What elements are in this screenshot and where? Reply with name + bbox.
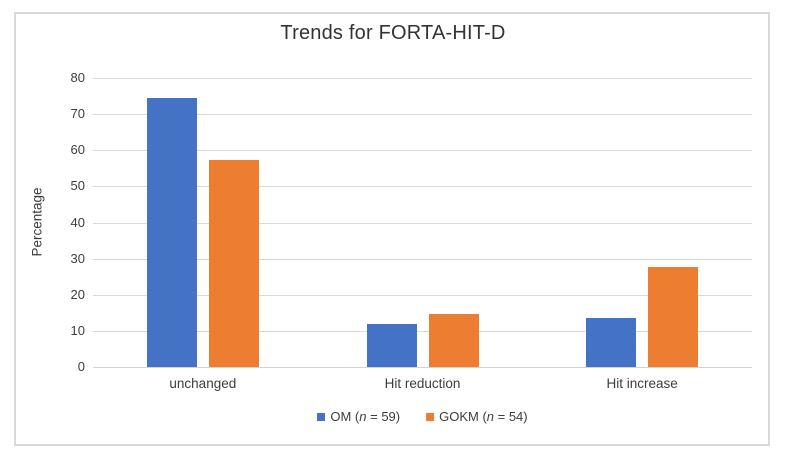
gridline (93, 294, 752, 296)
chart-frame (14, 12, 770, 446)
category-label: Hit increase (606, 376, 678, 391)
y-tick-label: 80 (70, 70, 85, 85)
gridline (93, 150, 752, 152)
legend-item-gokm: GOKM (n = 54) (426, 409, 528, 424)
bar-om-2 (366, 324, 417, 367)
legend: OM (n = 59) GOKM (n = 54) (93, 409, 752, 424)
y-tick-label: 60 (70, 142, 85, 158)
y-tick-label: 10 (70, 322, 85, 338)
gridline (93, 222, 752, 224)
gridline (93, 78, 752, 79)
bar-om-3 (586, 317, 637, 367)
gridline (93, 186, 752, 188)
y-tick-label: 70 (70, 106, 85, 122)
legend-swatch-gokm (426, 412, 435, 421)
bar-gokm-1 (208, 159, 259, 367)
y-tick-label: 20 (70, 286, 85, 302)
category-label: Hit reduction (384, 376, 461, 391)
gridline (93, 258, 752, 260)
bar-gokm-3 (648, 266, 699, 367)
category-label: unchanged (169, 376, 237, 391)
gridline (93, 114, 752, 116)
y-tick-label: 50 (70, 178, 85, 194)
legend-label: OM (n = 59) (330, 409, 401, 424)
legend-label: GOKM (n = 54) (439, 409, 528, 424)
legend-swatch-om (317, 412, 326, 421)
y-tick-label: 30 (70, 250, 85, 266)
legend-item-om: OM (n = 59) (317, 409, 400, 424)
gridline (93, 330, 752, 332)
y-tick-label: 40 (70, 214, 85, 230)
y-tick-label: 0 (77, 359, 85, 374)
bar-om-1 (146, 97, 197, 367)
chart-title: Trends for FORTA-HIT-D (280, 22, 506, 44)
x-axis-line (93, 367, 752, 368)
bar-gokm-2 (428, 313, 479, 367)
